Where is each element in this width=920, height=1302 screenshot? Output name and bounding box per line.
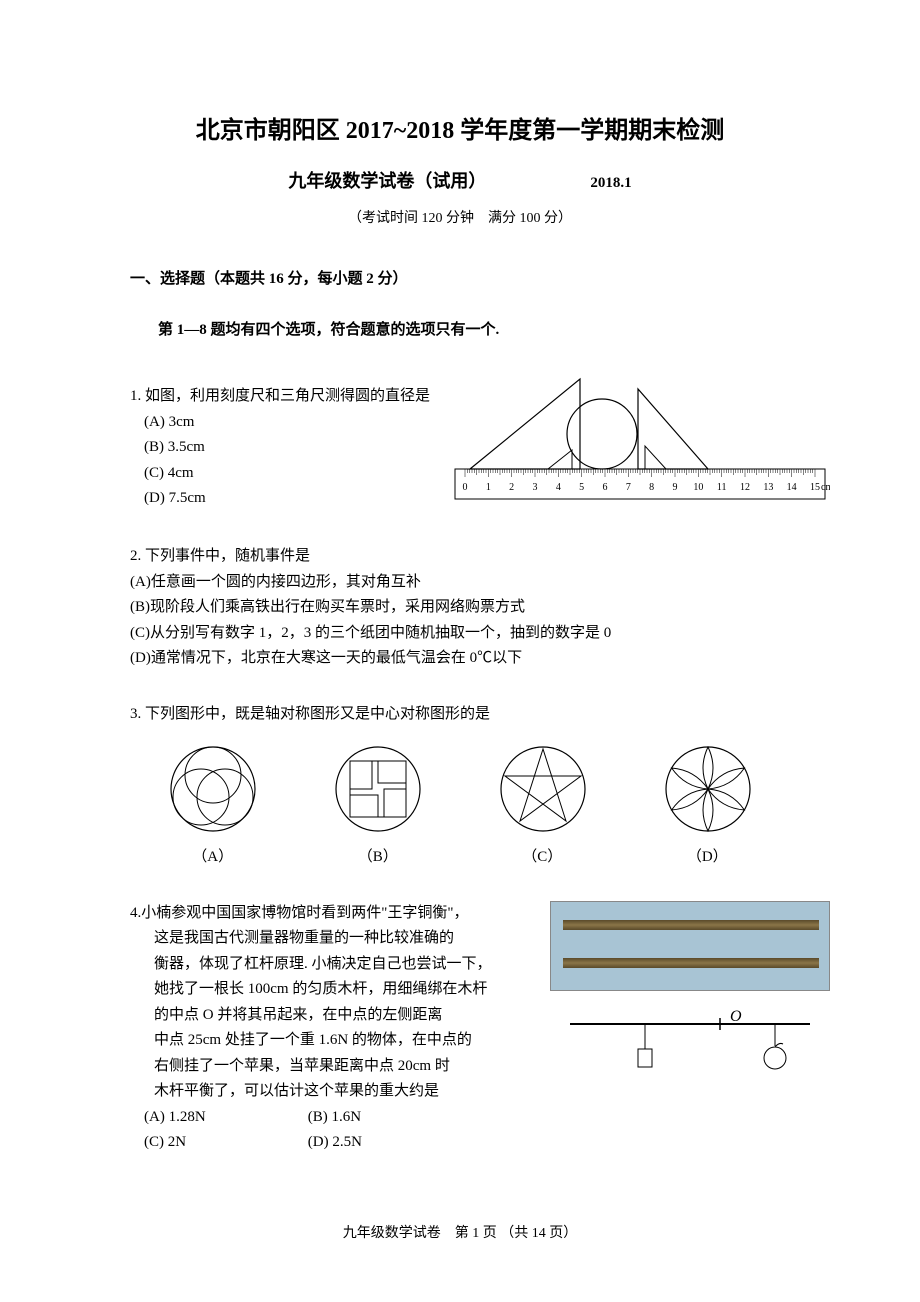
footer-mid: 页 （共 [479, 1226, 532, 1241]
svg-text:5: 5 [579, 482, 584, 493]
q2-option-b: (B)现阶段人们乘高铁出行在购买车票时，采用网络购票方式 [130, 595, 790, 621]
q2-option-d: (D)通常情况下，北京在大寒这一天的最低气温会在 0℃以下 [130, 646, 790, 672]
svg-text:O: O [730, 1009, 742, 1025]
svg-text:6: 6 [603, 482, 608, 493]
q4-line-4: 的中点 O 并将其吊起来，在中点的左侧距离 [154, 1003, 530, 1029]
question-3: 3. 下列图形中，既是轴对称图形又是中心对称图形的是 [130, 702, 790, 871]
exam-info: （考试时间 120 分钟 满分 100 分） [130, 207, 790, 227]
q3-stem: 3. 下列图形中，既是轴对称图形又是中心对称图形的是 [130, 702, 790, 728]
svg-text:cm: cm [821, 482, 830, 493]
subtitle: 九年级数学试卷（试用） [288, 171, 486, 191]
q4-line-1: 这是我国古代测量器物重量的一种比较准确的 [154, 926, 530, 952]
svg-text:15: 15 [810, 482, 820, 493]
svg-text:12: 12 [740, 482, 750, 493]
q3-label-c: （C） [522, 845, 562, 871]
footer-prefix: 九年级数学试卷 第 [343, 1226, 473, 1241]
svg-text:2: 2 [509, 482, 514, 493]
q4-line-7: 木杆平衡了，可以估计这个苹果的重大约是 [154, 1079, 530, 1105]
question-4: 4.小楠参观中国国家博物馆时看到两件"王字铜衡"， 这是我国古代测量器物重量的一… [130, 901, 790, 1156]
q3-fig-c [493, 739, 593, 839]
q1-stem: 1. 如图，利用刻度尺和三角尺测得圆的直径是 [130, 384, 460, 410]
q4-option-b: (B) 1.6N [308, 1105, 468, 1131]
q4-option-a: (A) 1.28N [144, 1105, 304, 1131]
q4-option-c: (C) 2N [144, 1130, 304, 1156]
exam-date: 2018.1 [590, 175, 631, 191]
q1-option-d: (D) 7.5cm [144, 486, 460, 512]
svg-text:1: 1 [486, 482, 491, 493]
q4-option-d: (D) 2.5N [308, 1130, 468, 1156]
q1-option-c: (C) 4cm [144, 461, 460, 487]
q2-stem: 2. 下列事件中，随机事件是 [130, 544, 790, 570]
subtitle-row: 九年级数学试卷（试用） 2018.1 [130, 167, 790, 193]
q3-label-d: （D） [687, 845, 728, 871]
ruler-diagram: 0123456789101112131415cm [450, 364, 830, 514]
footer-suffix: 页） [546, 1226, 578, 1241]
svg-text:13: 13 [763, 482, 773, 493]
svg-text:4: 4 [556, 482, 561, 493]
q3-fig-b [328, 739, 428, 839]
q3-label-a: （A） [192, 845, 233, 871]
section-heading: 一、选择题（本题共 16 分，每小题 2 分） [130, 267, 790, 288]
svg-text:9: 9 [673, 482, 678, 493]
svg-text:14: 14 [787, 482, 797, 493]
svg-text:8: 8 [649, 482, 654, 493]
svg-text:7: 7 [626, 482, 631, 493]
q4-line-6: 右侧挂了一个苹果，当苹果距离中点 20cm 时 [154, 1054, 530, 1080]
q2-option-c: (C)从分别写有数字 1，2，3 的三个纸团中随机抽取一个，抽到的数字是 0 [130, 621, 790, 647]
svg-text:3: 3 [533, 482, 538, 493]
q4-line-5: 中点 25cm 处挂了一个重 1.6N 的物体，在中点的 [154, 1028, 530, 1054]
q1-option-b: (B) 3.5cm [144, 435, 460, 461]
q4-lever-diagram: O [550, 1009, 830, 1079]
q4-line-3: 她找了一根长 100cm 的匀质木杆，用细绳绑在木杆 [154, 977, 530, 1003]
svg-text:11: 11 [717, 482, 727, 493]
q3-fig-d [658, 739, 758, 839]
footer-total: 14 [532, 1226, 546, 1241]
q2-option-a: (A)任意画一个圆的内接四边形，其对角互补 [130, 570, 790, 596]
q4-line-0: 4.小楠参观中国国家博物馆时看到两件"王字铜衡"， [130, 901, 530, 927]
svg-text:10: 10 [693, 482, 703, 493]
q4-photo [550, 901, 830, 991]
question-1: 1. 如图，利用刻度尺和三角尺测得圆的直径是 (A) 3cm (B) 3.5cm… [130, 384, 790, 514]
q3-label-b: （B） [358, 845, 398, 871]
question-2: 2. 下列事件中，随机事件是 (A)任意画一个圆的内接四边形，其对角互补 (B)… [130, 544, 790, 672]
q1-option-a: (A) 3cm [144, 410, 460, 436]
section-instruction: 第 1—8 题均有四个选项，符合题意的选项只有一个. [158, 318, 790, 339]
page-title: 北京市朝阳区 2017~2018 学年度第一学期期末检测 [130, 110, 790, 145]
q3-fig-a [163, 739, 263, 839]
svg-text:0: 0 [463, 482, 468, 493]
page-footer: 九年级数学试卷 第 1 页 （共 14 页） [0, 1222, 920, 1242]
q4-line-2: 衡器，体现了杠杆原理. 小楠决定自己也尝试一下， [154, 952, 530, 978]
